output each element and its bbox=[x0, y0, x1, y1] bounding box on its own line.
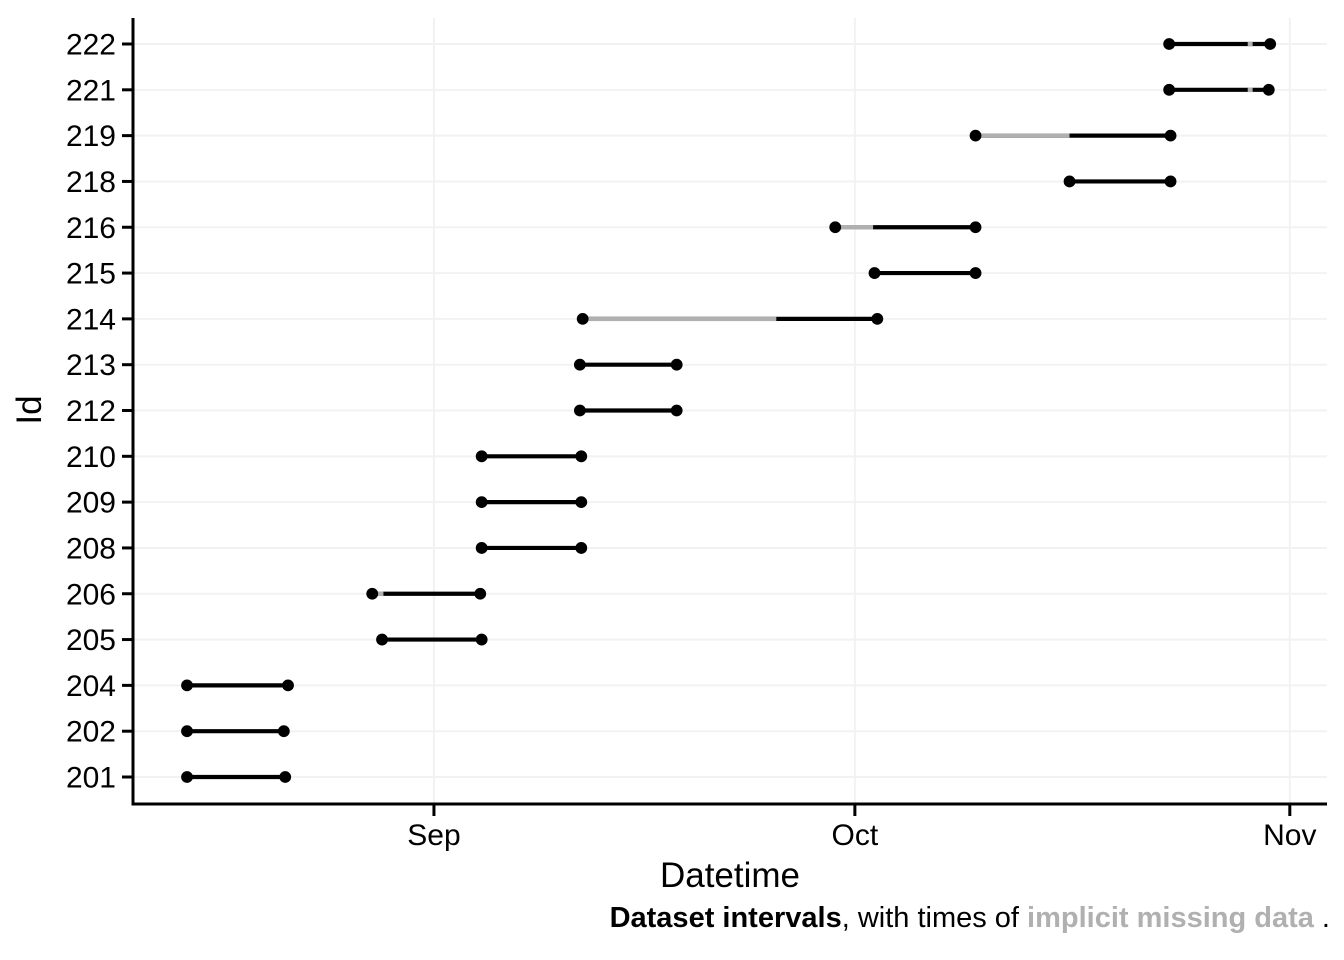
y-tick-label: 201 bbox=[66, 762, 116, 795]
caption-period: . bbox=[1313, 902, 1330, 934]
interval-end-dot-219 bbox=[1164, 129, 1177, 142]
interval-end-dot-216 bbox=[969, 221, 982, 234]
caption: Dataset intervals, with times of implici… bbox=[610, 902, 1330, 935]
interval-end-dot-213 bbox=[670, 358, 683, 371]
y-tick-label: 213 bbox=[66, 349, 116, 382]
interval-start-dot-206 bbox=[366, 587, 379, 600]
y-tick-label: 221 bbox=[66, 74, 116, 107]
x-axis-title: Datetime bbox=[659, 856, 801, 895]
x-tick-label: Oct bbox=[832, 819, 879, 852]
interval-start-dot-214 bbox=[576, 312, 589, 325]
interval-end-dot-205 bbox=[475, 633, 488, 646]
y-tick-label: 214 bbox=[66, 303, 116, 336]
interval-end-dot-210 bbox=[575, 450, 588, 463]
interval-start-dot-212 bbox=[573, 404, 586, 417]
y-tick-label: 215 bbox=[66, 258, 116, 291]
y-axis-title: Id bbox=[10, 395, 49, 425]
y-tick-label: 206 bbox=[66, 578, 116, 611]
interval-end-dot-212 bbox=[670, 404, 683, 417]
y-tick-label: 218 bbox=[66, 166, 116, 199]
y-tick-label: 216 bbox=[66, 212, 116, 245]
interval-start-dot-204 bbox=[181, 679, 193, 692]
interval-start-dot-216 bbox=[829, 221, 842, 234]
x-tick-label: Nov bbox=[1263, 819, 1316, 852]
y-tick-label: 209 bbox=[66, 487, 116, 520]
y-tick-label: 202 bbox=[66, 716, 116, 749]
caption-missing-label: implicit missing data bbox=[1027, 902, 1314, 934]
interval-start-dot-219 bbox=[969, 129, 982, 142]
interval-start-dot-218 bbox=[1063, 175, 1076, 188]
interval-end-dot-221 bbox=[1262, 83, 1275, 96]
y-tick-label: 204 bbox=[66, 670, 116, 703]
interval-start-dot-215 bbox=[868, 267, 881, 279]
interval-end-dot-202 bbox=[277, 725, 290, 738]
caption-title: Dataset intervals bbox=[609, 902, 842, 934]
interval-end-dot-208 bbox=[575, 542, 588, 554]
interval-start-dot-210 bbox=[475, 450, 488, 463]
y-tick-label: 212 bbox=[66, 395, 116, 428]
interval-start-dot-222 bbox=[1163, 38, 1176, 50]
interval-start-dot-201 bbox=[181, 771, 193, 783]
interval-end-dot-209 bbox=[575, 496, 588, 509]
y-tick-label: 222 bbox=[66, 29, 116, 62]
interval-end-dot-204 bbox=[282, 679, 294, 692]
interval-end-dot-222 bbox=[1264, 38, 1277, 50]
y-tick-label: 210 bbox=[66, 441, 116, 474]
interval-start-dot-221 bbox=[1163, 83, 1176, 96]
interval-start-dot-202 bbox=[181, 725, 193, 738]
interval-end-dot-215 bbox=[969, 267, 982, 279]
interval-start-dot-213 bbox=[573, 358, 586, 371]
x-tick-label: Sep bbox=[407, 819, 460, 852]
y-tick-label: 208 bbox=[66, 532, 116, 565]
y-tick-label: 205 bbox=[66, 624, 116, 657]
interval-end-dot-206 bbox=[474, 587, 487, 600]
interval-end-dot-214 bbox=[871, 312, 884, 325]
interval-end-dot-218 bbox=[1164, 175, 1177, 188]
interval-start-dot-208 bbox=[475, 542, 488, 554]
y-tick-label: 219 bbox=[66, 120, 116, 153]
interval-end-dot-201 bbox=[279, 771, 292, 783]
interval-start-dot-205 bbox=[376, 633, 388, 646]
caption-text: , with times of bbox=[841, 902, 1028, 934]
interval-start-dot-209 bbox=[475, 496, 488, 509]
